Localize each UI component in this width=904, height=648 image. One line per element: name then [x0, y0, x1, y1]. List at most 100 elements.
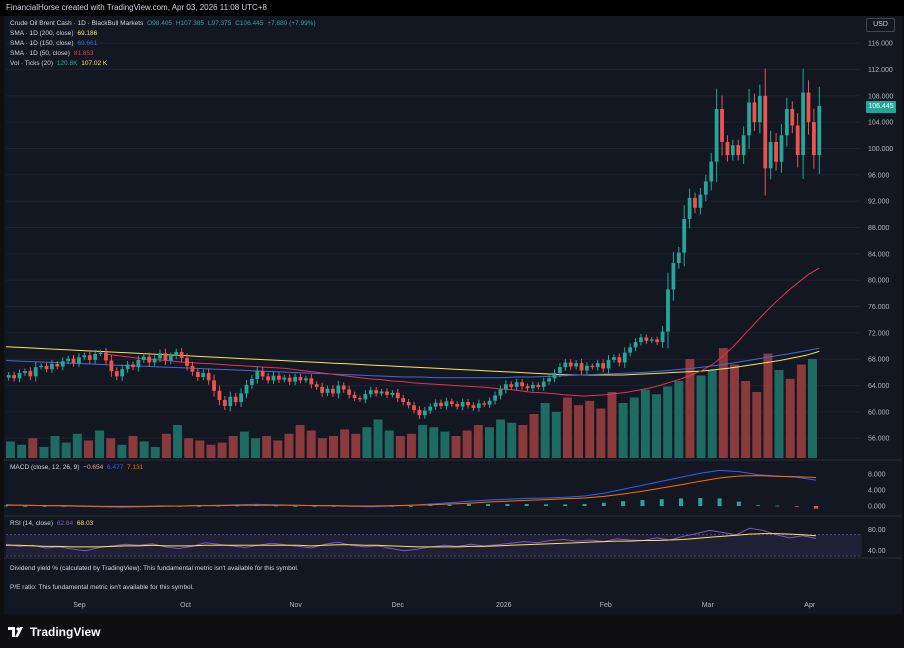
candle-body: [784, 109, 789, 136]
candle-body: [757, 95, 762, 123]
candle-body: [514, 382, 519, 387]
candle-body: [806, 92, 811, 123]
tradingview-logo[interactable]: TradingView: [8, 625, 100, 639]
macd-histogram-bar: [235, 505, 240, 507]
rsi-value: 62.84: [56, 520, 74, 527]
candle-body: [801, 92, 805, 156]
candle-body: [87, 355, 92, 360]
candle-body: [98, 352, 103, 354]
candle-body: [385, 391, 389, 395]
volume-bar: [39, 447, 49, 458]
candle-body: [174, 351, 179, 356]
price-tick-label: 112.000: [868, 67, 893, 74]
macd-label: MACD (close, 12, 26, 9): [10, 464, 80, 471]
volume-bar: [239, 431, 249, 458]
candle-body: [455, 404, 460, 407]
macd-legend[interactable]: MACD (close, 12, 26, 9) −0.654 6.477 7.1…: [10, 464, 145, 471]
macd-histogram-bar: [717, 498, 722, 506]
price-tick-label: 56.000: [868, 436, 890, 443]
candle-body: [158, 353, 162, 359]
candle-body: [309, 378, 314, 385]
macd-line: [5, 469, 817, 508]
candle-body: [466, 402, 470, 406]
candle-body: [493, 395, 497, 401]
volume-bar: [362, 427, 372, 458]
candle-body: [541, 381, 546, 387]
candle-body: [390, 392, 395, 395]
title-bar: FinancialHorse created with TradingView.…: [0, 0, 904, 16]
volume-value-2: 107.02 K: [81, 60, 108, 67]
candle-body: [536, 384, 541, 387]
volume-bar: [407, 433, 416, 458]
sma200-value: 69.186: [77, 30, 98, 37]
candle-body: [693, 197, 697, 208]
volume-bar: [128, 436, 138, 458]
volume-bar: [329, 436, 338, 458]
grid-lines: [4, 42, 902, 559]
sma50-value: 81.853: [73, 50, 94, 57]
macd-histogram-bar: [582, 504, 587, 506]
signal-line: [6, 475, 817, 507]
created-by-text: FinancialHorse created with TradingView.…: [6, 3, 267, 12]
candle-body: [347, 389, 352, 395]
volume-bar: [484, 427, 494, 458]
volume-legend[interactable]: Vol · Ticks (20) 120.8K 107.02 K: [10, 60, 109, 67]
candle-body: [33, 367, 38, 377]
volume-bar: [50, 436, 60, 458]
candle-body: [23, 371, 27, 374]
candle-body: [114, 371, 119, 377]
macd-signal-value: 7.131: [127, 464, 144, 471]
volume-bar: [72, 433, 82, 458]
candle-body: [217, 390, 222, 401]
macd-histogram-bar: [524, 504, 529, 506]
rsi-ma-value: 68.03: [76, 520, 94, 527]
volume-bar: [251, 438, 260, 458]
volume-bar: [562, 397, 572, 458]
volume-bar: [106, 438, 116, 458]
candle-body: [585, 365, 589, 371]
volume-bar: [351, 433, 361, 458]
volume-bar: [763, 353, 773, 458]
currency-button[interactable]: USD: [866, 18, 895, 32]
symbol-legend[interactable]: Crude Oil Brent Cash · 1D · BlackBull Ma…: [10, 20, 318, 27]
candle-body: [439, 402, 443, 406]
rsi-label: RSI (14, close): [10, 520, 53, 527]
candle-body: [55, 363, 60, 367]
price-tick-label: 60.000: [868, 409, 890, 416]
candle-body: [774, 141, 778, 162]
candle-body: [709, 161, 714, 182]
rsi-tick-label: 80.00: [868, 527, 886, 534]
candle-body: [168, 355, 173, 361]
volume-bar: [83, 440, 93, 458]
candle-body: [39, 365, 44, 368]
candle-body: [374, 390, 379, 394]
rsi-legend[interactable]: RSI (14, close) 62.84 68.03: [10, 520, 95, 527]
price-tick-label: 108.000: [868, 93, 893, 100]
candle-body: [379, 391, 384, 394]
sma50-legend[interactable]: SMA · 1D (50, close) 81.853: [10, 50, 96, 57]
volume-bar: [741, 381, 751, 458]
volume-bar: [529, 414, 539, 458]
footer: TradingView: [0, 614, 904, 648]
sma200-legend[interactable]: SMA · 1D (200, close) 69.186: [10, 30, 99, 37]
sma150-value: 69.661: [77, 40, 98, 47]
candle-body: [352, 394, 357, 399]
volume-bar: [663, 386, 673, 458]
sma150-legend[interactable]: SMA · 1D (150, close) 69.661: [10, 40, 99, 47]
price-tick-label: 84.000: [868, 251, 890, 258]
volume-value-1: 120.8K: [56, 60, 78, 67]
candle-body: [104, 352, 108, 361]
candle-body: [336, 385, 341, 394]
candle-body: [277, 375, 281, 380]
volume-bar: [496, 419, 506, 458]
macd-histogram-bar: [679, 498, 683, 506]
macd-histogram-bar: [736, 501, 741, 506]
candle-body: [244, 384, 249, 394]
candle-body: [12, 375, 16, 379]
macd-histogram-bar: [486, 504, 491, 506]
chart-panel[interactable]: [4, 16, 902, 614]
candle-body: [471, 405, 476, 408]
price-tick-label: 96.000: [868, 172, 890, 179]
candle-body: [50, 363, 54, 370]
